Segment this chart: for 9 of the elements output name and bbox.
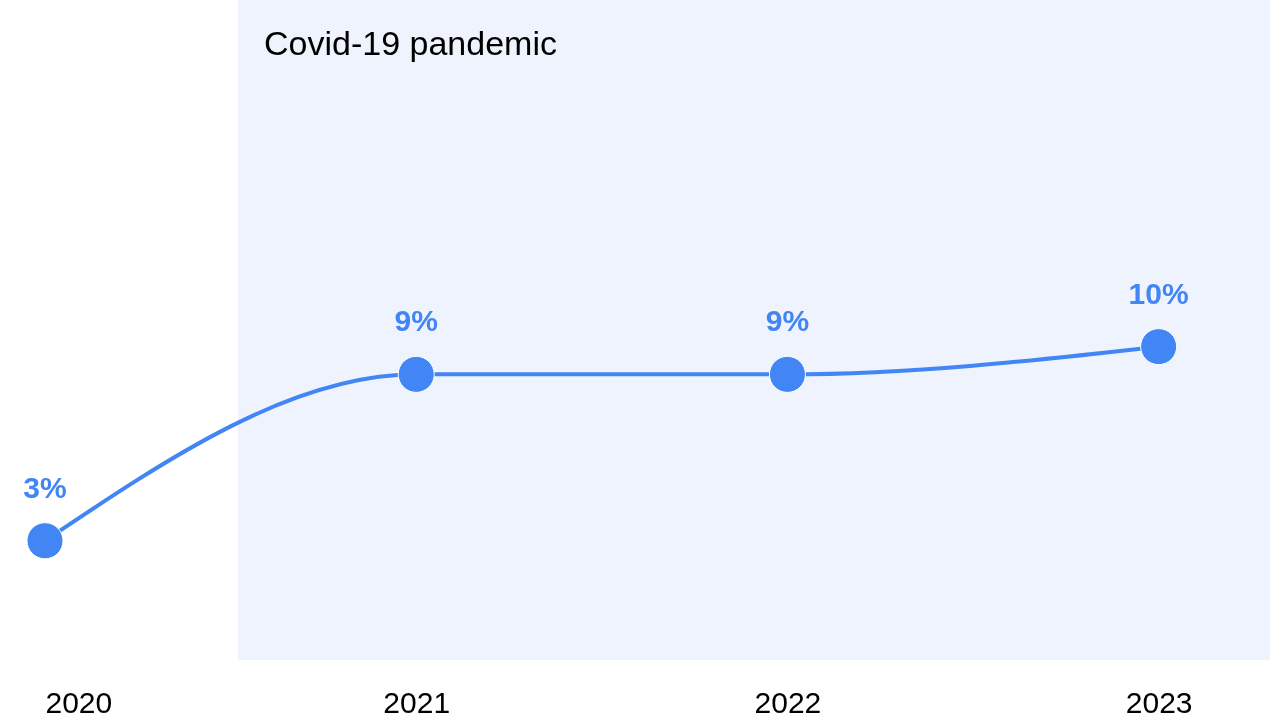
x-tick-label: 2020: [45, 685, 113, 719]
data-label: 9%: [765, 304, 810, 338]
band-label: Covid-19 pandemic: [264, 24, 557, 62]
x-tick-label: 2022: [754, 685, 822, 719]
x-tick-label: 2021: [383, 685, 451, 719]
data-label: 9%: [394, 304, 438, 338]
data-label: 3%: [23, 470, 67, 504]
x-tick-label: 2023: [1125, 685, 1193, 719]
data-label: 10%: [1128, 276, 1189, 310]
